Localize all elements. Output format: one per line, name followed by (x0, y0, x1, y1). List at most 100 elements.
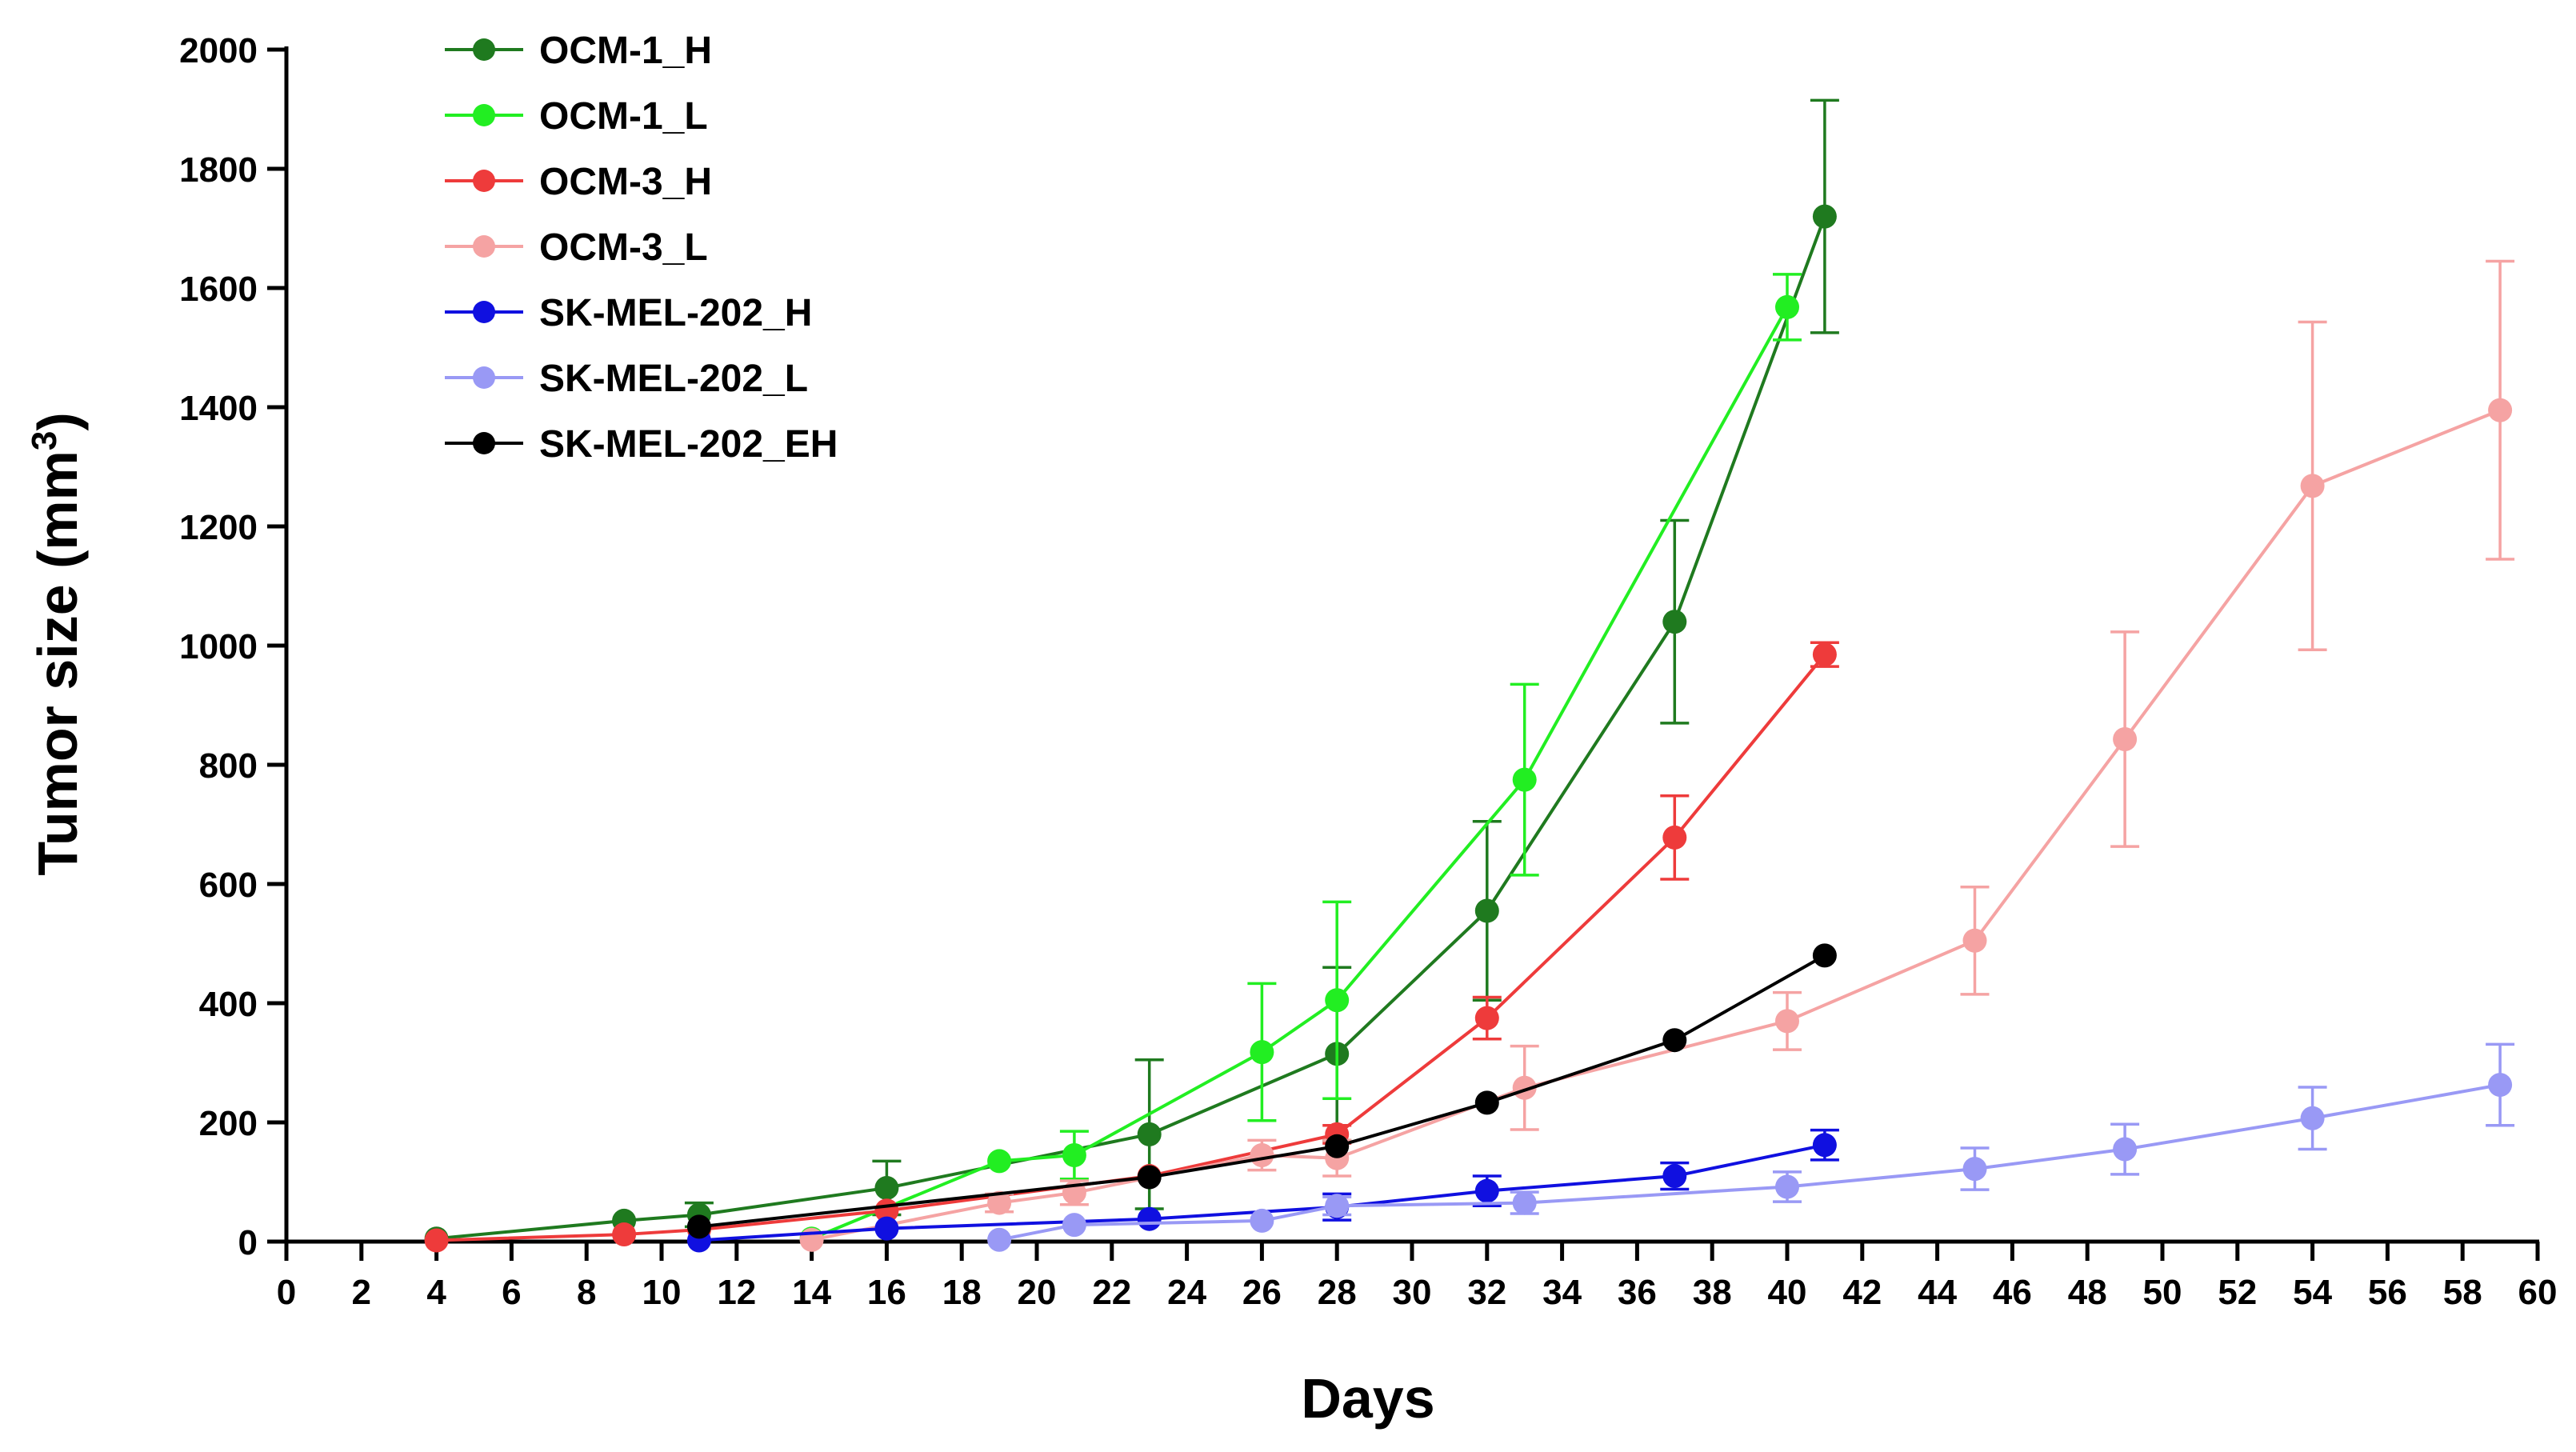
legend-swatch-marker (473, 432, 495, 454)
legend-label: SK-MEL-202_EH (539, 423, 838, 466)
x-tick-label: 52 (2218, 1273, 2257, 1312)
data-point (2113, 1137, 2138, 1162)
data-point (1250, 1040, 1274, 1065)
x-tick-label: 14 (792, 1273, 831, 1312)
legend-label: OCM-1_H (539, 30, 712, 72)
legend-label: OCM-3_H (539, 161, 712, 203)
legend-item-sk-mel-202-h: SK-MEL-202_H (445, 292, 812, 334)
y-tick-label: 0 (238, 1223, 258, 1262)
legend-item-ocm-3-l: OCM-3_L (445, 226, 708, 269)
x-tick-label: 18 (942, 1273, 982, 1312)
data-point (1474, 1006, 1499, 1030)
y-tick-label: 1000 (179, 627, 258, 666)
data-point (987, 1149, 1012, 1174)
data-point (1062, 1142, 1086, 1167)
data-point (1474, 1090, 1499, 1115)
data-point (2113, 726, 2138, 751)
data-point (1662, 610, 1687, 634)
y-tick-label: 1800 (179, 150, 258, 190)
x-tick-label: 46 (1993, 1273, 2032, 1312)
data-point (686, 1214, 711, 1239)
legend-item-sk-mel-202-eh: SK-MEL-202_EH (445, 423, 838, 466)
data-point (1325, 1134, 1350, 1158)
x-tick-label: 48 (2068, 1273, 2107, 1312)
y-axis-title-superscript: 3 (25, 431, 64, 450)
data-point (874, 1175, 899, 1200)
data-point (612, 1222, 637, 1247)
data-point (1775, 294, 1799, 319)
y-tick-label: 600 (199, 866, 258, 905)
data-point (1662, 825, 1687, 850)
x-tick-label: 50 (2143, 1273, 2182, 1312)
series-ocm-1-h (424, 98, 1839, 1251)
data-point (1512, 1190, 1537, 1215)
data-point (987, 1190, 1012, 1215)
series-line (810, 306, 1789, 1241)
legend: OCM-1_H OCM-1_L OCM-3_H OCM-3_L SK-MEL-202_H… (445, 30, 838, 466)
data-point (1250, 1142, 1274, 1167)
data-point (1474, 898, 1499, 923)
x-tick-label: 28 (1318, 1273, 1357, 1312)
series-sk-mel-202-eh (686, 943, 1837, 1239)
x-tick-label: 0 (277, 1273, 296, 1312)
x-tick-label: 36 (1618, 1273, 1657, 1312)
data-point (1325, 1194, 1350, 1218)
data-point (1250, 1208, 1274, 1233)
series-sk-mel-202-l (987, 1042, 2515, 1252)
data-point (1662, 1028, 1687, 1053)
data-point (1137, 1206, 1162, 1231)
legend-label: SK-MEL-202_H (539, 292, 812, 334)
x-tick-label: 4 (426, 1273, 446, 1312)
data-point (2488, 398, 2513, 422)
series-line (436, 653, 1826, 1242)
legend-item-ocm-1-l: OCM-1_L (445, 95, 708, 138)
x-tick-label: 54 (2293, 1273, 2332, 1312)
data-point (1062, 1213, 1086, 1238)
x-tick-label: 2 (352, 1273, 371, 1312)
x-tick-label: 22 (1092, 1273, 1131, 1312)
series-line (998, 1083, 2501, 1242)
x-tick-label: 20 (1018, 1273, 1057, 1312)
data-point (1962, 1157, 1987, 1182)
y-axis-title-main: Tumor size (mm (26, 450, 89, 876)
data-point (1812, 1133, 1837, 1158)
legend-item-ocm-1-h: OCM-1_H (445, 30, 712, 72)
data-point (987, 1227, 1012, 1252)
data-point (2300, 1106, 2325, 1130)
axes: 0 2 4 6 8 10 12 14 16 18 20 22 24 26 28 30 32 34 36 38 40 42 4… (179, 31, 2557, 1312)
data-point (424, 1228, 449, 1253)
x-tick-label: 42 (1842, 1273, 1882, 1312)
x-tick-label: 6 (502, 1273, 521, 1312)
y-tick-label: 400 (199, 985, 258, 1024)
y-tick-label: 2000 (179, 31, 258, 70)
y-axis-title: Tumor size (mm3) (25, 412, 89, 875)
x-tick-label: 58 (2443, 1273, 2482, 1312)
x-tick-label: 30 (1393, 1273, 1432, 1312)
data-point (1512, 767, 1537, 792)
data-point (1812, 642, 1837, 667)
x-tick-label: 26 (1242, 1273, 1282, 1312)
y-tick-label: 800 (199, 746, 258, 786)
y-axis-title-suffix: ) (26, 412, 89, 430)
legend-label: OCM-3_L (539, 226, 708, 269)
series-ocm-1-l (799, 273, 1802, 1251)
x-tick-label: 38 (1693, 1273, 1732, 1312)
x-tick-label: 40 (1768, 1273, 1807, 1312)
legend-swatch-marker (473, 104, 495, 126)
x-tick-label: 56 (2368, 1273, 2407, 1312)
x-axis-title: Days (1301, 1367, 1434, 1430)
y-tick-label: 1400 (179, 389, 258, 428)
data-point (1775, 1174, 1799, 1199)
x-tick-label: 34 (1542, 1273, 1582, 1312)
x-tick-label: 10 (642, 1273, 682, 1312)
x-tick-label: 32 (1467, 1273, 1506, 1312)
data-point (874, 1216, 899, 1241)
series-ocm-3-l (799, 259, 2515, 1252)
data-point (1775, 1009, 1799, 1034)
x-tick-label: 16 (867, 1273, 906, 1312)
data-point (1137, 1122, 1162, 1146)
data-point (1962, 928, 1987, 953)
data-point (1812, 943, 1837, 968)
x-tick-label: 44 (1918, 1273, 1957, 1312)
